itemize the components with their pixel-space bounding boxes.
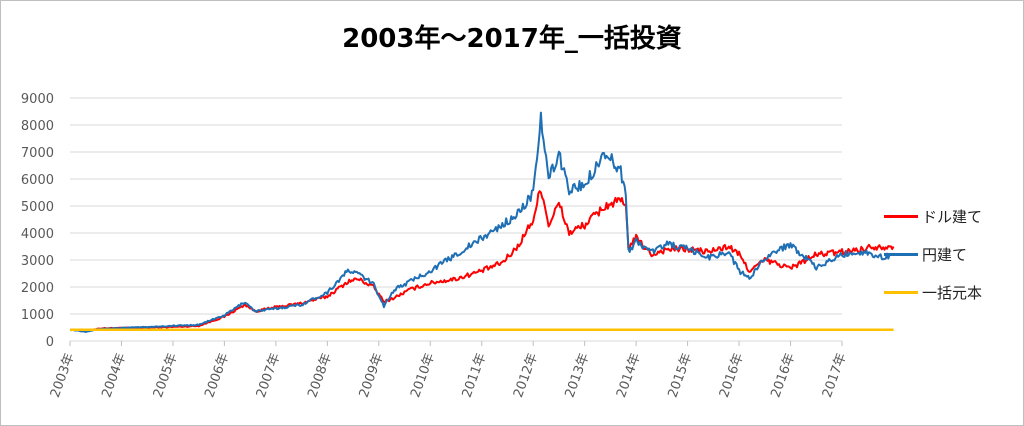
x-tick-label: 2007年 <box>254 351 284 399</box>
legend-swatch <box>884 214 918 218</box>
x-tick-label: 2003年 <box>48 351 78 399</box>
y-tick-label: 1000 <box>21 308 54 323</box>
x-tick-label: 2005年 <box>151 351 181 399</box>
legend: ドル建て 円建て 一括元本 <box>884 202 1019 316</box>
x-tick-label: 2006年 <box>202 351 232 399</box>
x-tick-label: 2008年 <box>305 351 335 399</box>
legend-swatch <box>884 290 918 294</box>
x-tick-label: 2014年 <box>614 351 644 399</box>
y-tick-label: 8000 <box>21 119 54 134</box>
legend-swatch <box>884 252 918 256</box>
chart-title: 2003年～2017年_一括投資 <box>342 24 682 54</box>
legend-label: 円建て <box>922 245 968 264</box>
legend-item-principal: 一括元本 <box>884 278 1019 306</box>
y-tick-label: 4000 <box>21 227 54 242</box>
x-tick-label: 2016年 <box>717 351 747 399</box>
legend-label: ドル建て <box>922 207 983 226</box>
y-tick-label: 6000 <box>21 173 54 188</box>
x-tick-label: 2010年 <box>408 351 438 399</box>
series-line <box>69 111 894 333</box>
legend-item-yen: 円建て <box>884 240 1019 268</box>
y-tick-label: 0 <box>46 335 54 350</box>
series-line <box>69 190 895 332</box>
x-tick-label: 2012年 <box>511 351 541 399</box>
y-tick-label: 9000 <box>21 92 54 107</box>
legend-item-dollar: ドル建て <box>884 202 1019 230</box>
x-tick-label: 2011年 <box>460 351 490 399</box>
x-tick-label: 2017年 <box>820 351 850 399</box>
x-tick-label: 2013年 <box>563 351 593 399</box>
x-tick-label: 2004年 <box>99 351 129 399</box>
y-tick-label: 5000 <box>21 200 54 215</box>
y-tick-label: 2000 <box>21 281 54 296</box>
legend-label: 一括元本 <box>922 283 983 302</box>
y-tick-label: 3000 <box>21 254 54 269</box>
x-tick-label: 2016年 <box>768 351 798 399</box>
x-tick-label: 2015年 <box>665 351 695 399</box>
x-tick-label: 2009年 <box>357 351 387 399</box>
y-tick-label: 7000 <box>21 146 54 161</box>
